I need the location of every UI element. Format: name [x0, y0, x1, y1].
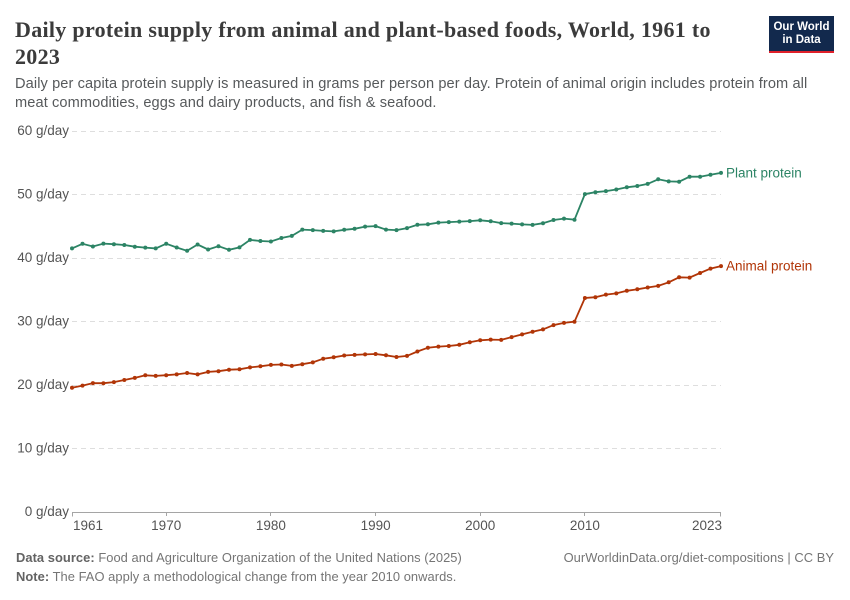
svg-text:2023: 2023 [692, 518, 722, 533]
svg-text:0 g/day: 0 g/day [25, 504, 70, 519]
svg-text:1970: 1970 [151, 518, 181, 533]
svg-text:60 g/day: 60 g/day [17, 123, 69, 138]
svg-text:1990: 1990 [361, 518, 391, 533]
svg-text:1961: 1961 [73, 518, 103, 533]
svg-text:50 g/day: 50 g/day [17, 187, 69, 202]
svg-text:Plant protein: Plant protein [726, 165, 802, 180]
svg-text:20 g/day: 20 g/day [17, 377, 69, 392]
svg-text:1980: 1980 [256, 518, 286, 533]
svg-text:30 g/day: 30 g/day [17, 314, 69, 329]
svg-text:Animal protein: Animal protein [726, 259, 812, 274]
svg-text:40 g/day: 40 g/day [17, 250, 69, 265]
svg-text:10 g/day: 10 g/day [17, 441, 69, 456]
svg-text:2000: 2000 [465, 518, 495, 533]
svg-text:2010: 2010 [570, 518, 600, 533]
